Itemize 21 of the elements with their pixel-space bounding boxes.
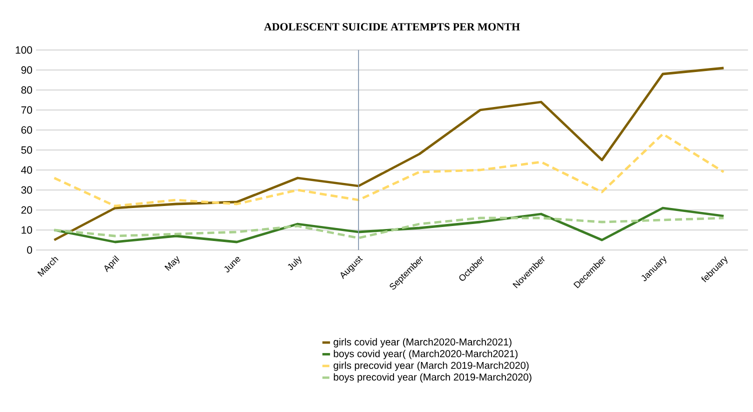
y-tick-label: 100 — [16, 46, 32, 54]
chart-title: ADOLESCENT SUICIDE ATTEMPTS PER MONTH — [264, 23, 520, 31]
y-tick-label: 20 — [21, 206, 32, 214]
line-series — [53, 206, 725, 244]
y-tick-label: 0 — [27, 246, 32, 254]
y-tick-label: 70 — [21, 106, 32, 114]
legend-label: boys covid year( (March2020-March2021) — [334, 350, 518, 360]
y-tick-label: 80 — [21, 86, 32, 94]
legend-label: girls precovid year (March 2019-March2020) — [334, 362, 529, 371]
x-tick-label: May — [164, 256, 180, 271]
y-tick-label: 60 — [21, 126, 32, 134]
legend-label: boys precovid year (March 2019-March2020) — [334, 373, 532, 383]
x-tick-label: July — [288, 256, 302, 270]
y-tick-label: 90 — [21, 66, 32, 74]
y-tick-label: 50 — [21, 146, 32, 154]
y-tick-label: 10 — [22, 226, 32, 234]
line-series — [53, 132, 725, 208]
legend-label: girls covid year (March2020-March2021) — [334, 338, 512, 348]
line-series — [53, 66, 725, 242]
y-tick-label: 30 — [21, 186, 32, 194]
y-tick-label: 40 — [21, 166, 32, 174]
